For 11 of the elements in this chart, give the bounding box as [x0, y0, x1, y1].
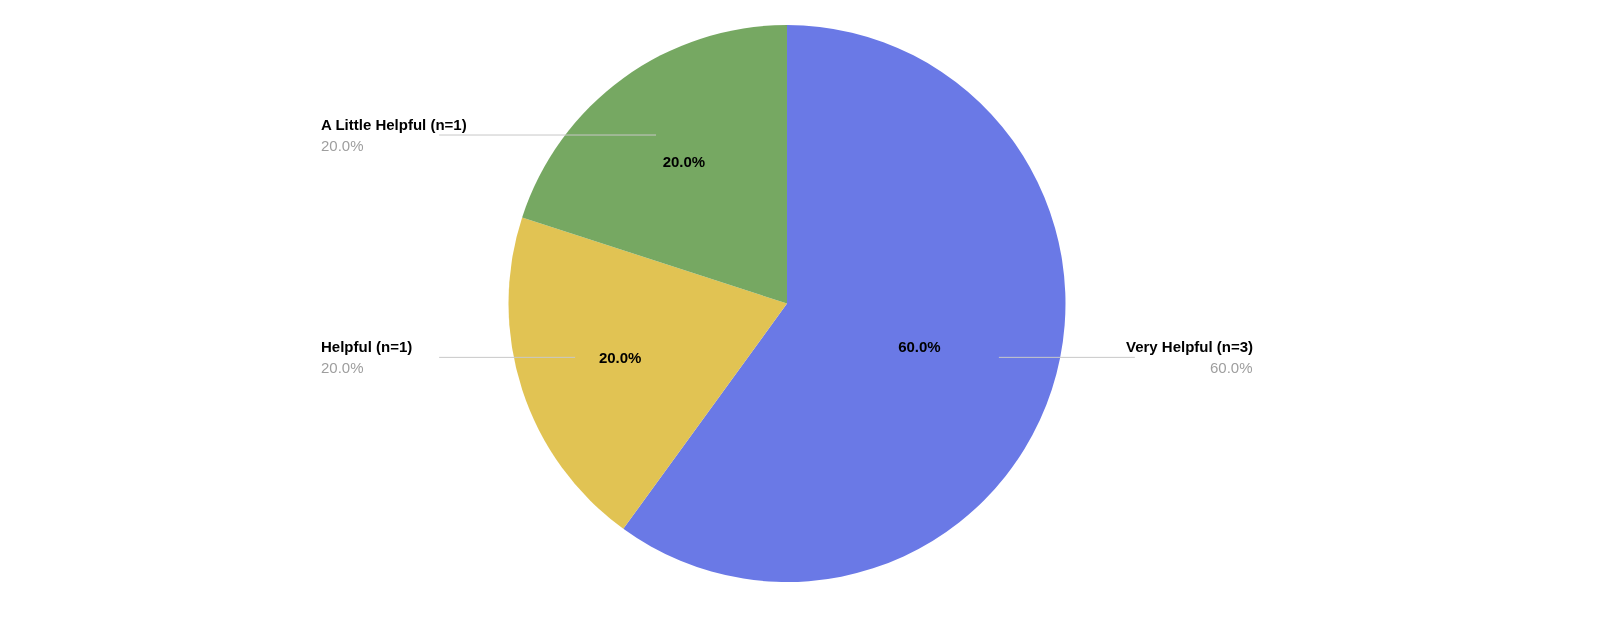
data-label: 20.0%: [598, 349, 642, 367]
text: 20.0%: [321, 359, 364, 376]
data-label: 20.0%: [662, 153, 706, 171]
pie-slice: [509, 217, 787, 529]
text: 20.0%: [321, 137, 364, 154]
slice-label: Very Helpful (n=3): [1126, 338, 1254, 355]
data-label: 60.0%: [898, 338, 941, 356]
text: 60.0%: [1210, 359, 1253, 376]
pie-slice: [522, 25, 787, 304]
slice-label: A Little Helpful (n=1): [321, 116, 467, 133]
slice-label: Helpful (n=1): [321, 338, 413, 355]
